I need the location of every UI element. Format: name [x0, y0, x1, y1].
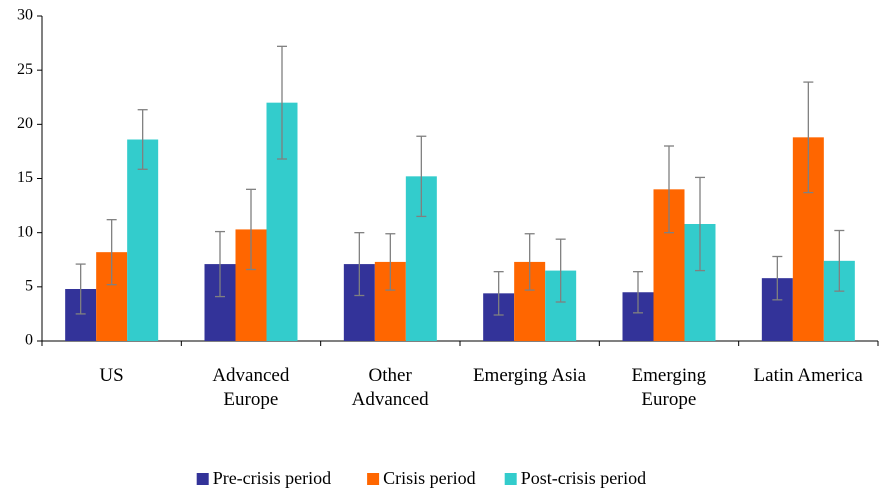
x-tick-label: Emerging Europe — [631, 365, 707, 410]
error-bar — [493, 271, 504, 316]
error-bar — [524, 233, 535, 291]
legend-label: Pre-crisis period — [213, 468, 331, 488]
error-bar — [633, 271, 643, 314]
error-bar — [215, 230, 225, 298]
legend-label: Post-crisis period — [521, 468, 647, 488]
error-bar — [416, 135, 427, 218]
error-bar — [803, 81, 814, 194]
y-tick-label: 25 — [17, 61, 33, 78]
y-tick-label: 10 — [17, 223, 33, 240]
error-bar — [137, 109, 148, 170]
error-bar — [555, 238, 566, 303]
error-bar — [772, 255, 783, 301]
x-tick-label: Emerging Asia — [472, 365, 587, 386]
error-bar — [354, 232, 365, 297]
y-tick-label: 15 — [17, 169, 33, 186]
legend-swatch — [367, 473, 380, 485]
x-tick-label: Advanced Europe — [212, 365, 290, 410]
error-bar — [385, 233, 396, 291]
error-bar — [277, 45, 287, 160]
legend-label: Crisis period — [383, 468, 476, 488]
legend-swatch — [504, 473, 517, 485]
legend-swatch — [196, 473, 209, 485]
error-bar — [695, 176, 705, 272]
error-bar — [106, 219, 117, 286]
bar — [127, 139, 159, 341]
y-tick-label: 0 — [25, 332, 33, 349]
x-tick-label: Other Advanced — [351, 365, 429, 410]
x-tick-label: Latin America — [753, 365, 863, 386]
y-tick-label: 5 — [25, 278, 33, 295]
error-bar — [75, 263, 86, 315]
y-tick-label: 30 — [17, 7, 33, 24]
error-bar — [246, 188, 256, 271]
error-bar — [664, 145, 674, 234]
x-tick-label: US — [99, 365, 124, 386]
y-tick-label: 20 — [17, 115, 33, 132]
error-bar — [834, 229, 845, 292]
